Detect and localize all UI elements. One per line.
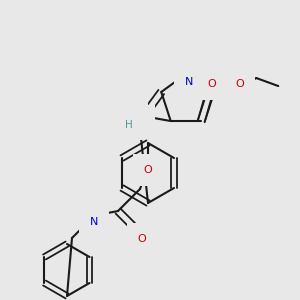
Text: O: O <box>138 234 146 244</box>
Text: O: O <box>235 79 244 89</box>
Text: N: N <box>185 77 193 87</box>
Text: N: N <box>90 217 98 227</box>
Text: O: O <box>144 165 152 175</box>
Text: O: O <box>207 79 216 89</box>
Text: H: H <box>125 120 133 130</box>
Text: H: H <box>82 207 90 217</box>
Text: O: O <box>135 116 144 126</box>
Text: H: H <box>128 108 137 118</box>
